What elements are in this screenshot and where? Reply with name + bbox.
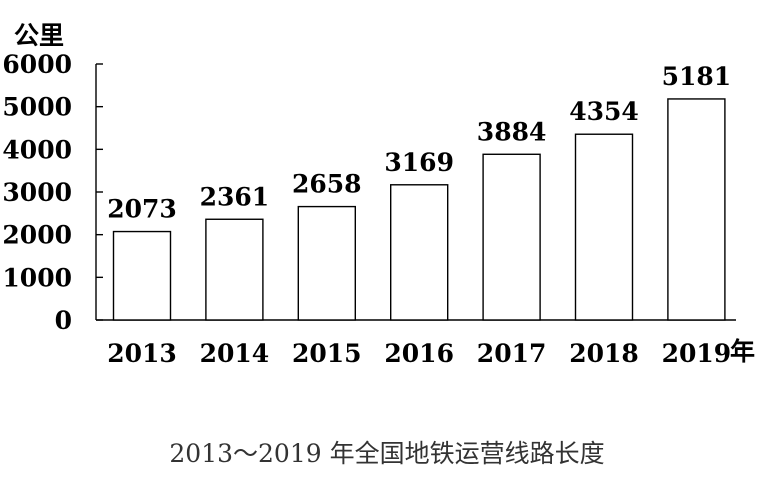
bar-2016 bbox=[390, 184, 449, 321]
x-tick-label-2019: 2019 bbox=[662, 339, 732, 368]
x-axis-ticks: 2013 2014 2015 2016 2017 2018 2019 bbox=[107, 339, 731, 368]
chart-caption: 2013～2019 年全国地铁运营线路长度 bbox=[169, 439, 604, 468]
bar-2015 bbox=[297, 205, 356, 321]
bar-2019 bbox=[667, 98, 726, 321]
bar-2014 bbox=[205, 218, 264, 321]
x-tick-label-2017: 2017 bbox=[477, 339, 547, 368]
y-tick-label: 1000 bbox=[2, 263, 72, 292]
data-label-2017: 3884 bbox=[477, 117, 547, 146]
x-tick-label-2013: 2013 bbox=[107, 339, 177, 368]
data-labels-group: 2073 2361 2658 3169 3884 4354 5181 bbox=[107, 62, 731, 224]
data-label-2018: 4354 bbox=[569, 97, 639, 126]
data-label-2013: 2073 bbox=[107, 195, 177, 224]
y-axis-ticks: 0 1000 2000 3000 4000 5000 6000 bbox=[2, 50, 103, 335]
y-tick-label: 6000 bbox=[2, 50, 72, 79]
y-tick-label: 0 bbox=[55, 306, 72, 335]
x-tick-label-2015: 2015 bbox=[292, 339, 362, 368]
bar-2018 bbox=[574, 133, 634, 321]
y-tick-label: 3000 bbox=[2, 178, 72, 207]
y-tick-label: 4000 bbox=[2, 135, 72, 164]
x-tick-label-2014: 2014 bbox=[200, 339, 270, 368]
y-tick-label: 5000 bbox=[2, 93, 72, 122]
x-tick-label-2018: 2018 bbox=[569, 339, 639, 368]
data-label-2019: 5181 bbox=[662, 62, 732, 91]
x-tick-label-2016: 2016 bbox=[384, 339, 454, 368]
bar-2013 bbox=[112, 230, 172, 321]
y-axis-unit-label: 公里 bbox=[14, 21, 64, 50]
bars-group bbox=[112, 98, 726, 321]
data-label-2014: 2361 bbox=[200, 182, 270, 211]
data-label-2015: 2658 bbox=[292, 170, 362, 199]
bar-2017 bbox=[482, 153, 541, 321]
y-tick-label: 2000 bbox=[2, 221, 72, 250]
x-axis-unit-label: 年 bbox=[730, 337, 755, 366]
data-label-2016: 3169 bbox=[384, 148, 454, 177]
